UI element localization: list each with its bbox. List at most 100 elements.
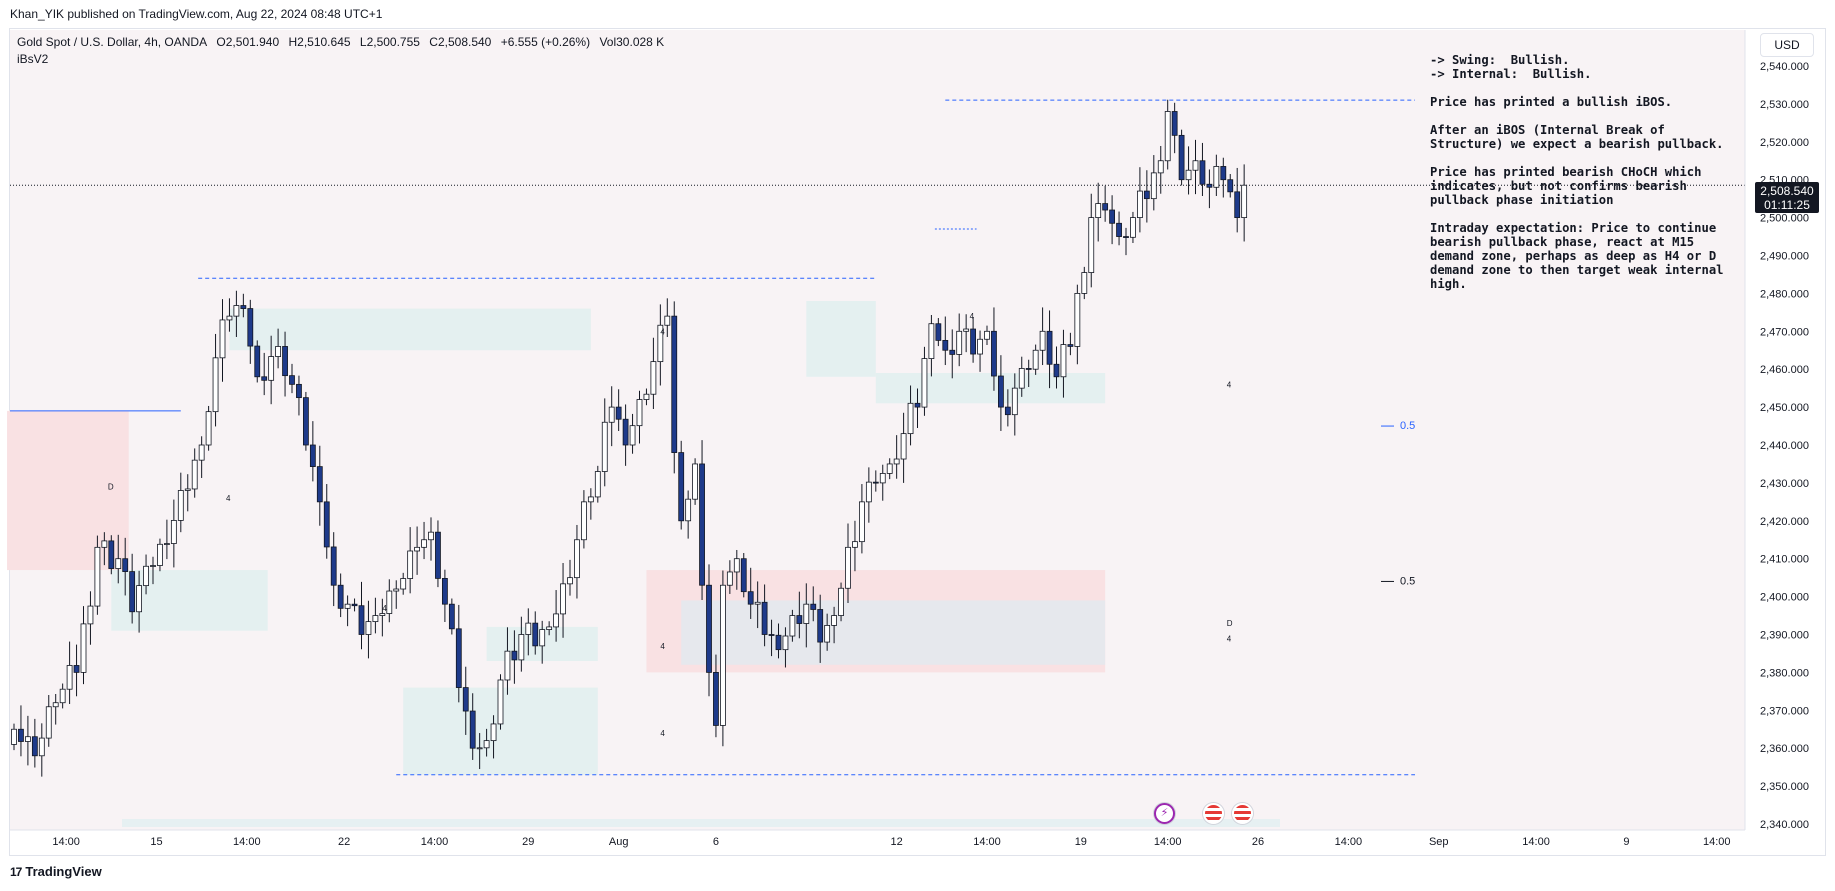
candle-body bbox=[247, 308, 254, 347]
candle-body bbox=[1164, 111, 1171, 162]
lightning-event-icon[interactable]: ⚡ bbox=[1154, 803, 1175, 824]
bullish-candle bbox=[386, 579, 393, 623]
candle-body bbox=[879, 473, 886, 484]
candle-body bbox=[31, 736, 38, 757]
bullish-candle bbox=[803, 583, 810, 648]
time-tick-label: Sep bbox=[1429, 836, 1449, 848]
bearish-candle bbox=[31, 718, 38, 768]
bullish-candle bbox=[163, 519, 170, 560]
candle-body bbox=[1095, 203, 1102, 218]
bullish-candle bbox=[921, 346, 928, 416]
bullish-candle bbox=[608, 386, 615, 447]
us-flag-event-icon[interactable] bbox=[1203, 803, 1224, 824]
currency-button[interactable]: USD bbox=[1760, 33, 1814, 57]
candle-body bbox=[1123, 236, 1129, 238]
candle-body bbox=[1199, 160, 1206, 185]
candle-body bbox=[907, 402, 914, 435]
bullish-candle bbox=[59, 683, 66, 709]
candle-body bbox=[817, 609, 824, 643]
candle-body bbox=[1053, 363, 1060, 378]
candle-body bbox=[601, 421, 608, 472]
candle-body bbox=[692, 463, 698, 500]
legend-change: +6.555 (+0.26%) bbox=[500, 35, 591, 49]
candle-body bbox=[205, 411, 212, 446]
bearish-candle bbox=[622, 404, 629, 466]
candle-body bbox=[73, 665, 80, 673]
tradingview-logo[interactable]: 17 TradingView bbox=[10, 864, 102, 879]
candle-body bbox=[671, 315, 678, 453]
bearish-candle bbox=[713, 654, 719, 738]
candle-body bbox=[157, 543, 163, 566]
bearish-candle bbox=[1206, 169, 1213, 209]
candle-body bbox=[296, 383, 302, 399]
bullish-candle bbox=[657, 304, 664, 386]
candle-body bbox=[1241, 184, 1248, 218]
candle-body bbox=[108, 540, 115, 569]
time-tick-label: 14:00 bbox=[1154, 836, 1182, 848]
bullish-candle bbox=[1192, 139, 1199, 195]
candle-body bbox=[1143, 190, 1150, 200]
bullish-candle bbox=[212, 333, 219, 427]
bearish-candle bbox=[1143, 170, 1150, 223]
candle-body bbox=[796, 615, 803, 624]
candle-body bbox=[1150, 172, 1157, 200]
bullish-candle bbox=[11, 723, 17, 751]
bearish-candle bbox=[351, 598, 358, 612]
candle-body bbox=[636, 399, 643, 427]
bearish-candle bbox=[337, 573, 344, 618]
time-tick-label: 9 bbox=[1623, 836, 1629, 848]
note-internal: -> Internal: Bullish. bbox=[1430, 67, 1592, 81]
candle-body bbox=[963, 328, 970, 332]
bearish-candle bbox=[775, 623, 782, 659]
bullish-candle bbox=[900, 412, 907, 483]
candle-body bbox=[775, 634, 782, 651]
candle-body bbox=[1039, 330, 1046, 351]
time-tick-label: 15 bbox=[150, 836, 162, 848]
bullish-candle bbox=[574, 524, 580, 599]
candle-body bbox=[594, 471, 601, 498]
candle-body bbox=[629, 425, 636, 446]
candle-body bbox=[1109, 209, 1115, 224]
candle-body bbox=[289, 375, 295, 385]
last-price-tag: 2,508.540 01:11:25 bbox=[1755, 182, 1819, 213]
price-tick-label: 2,400.000 bbox=[1760, 592, 1809, 604]
indicator-label[interactable]: iBsV2 bbox=[17, 52, 49, 66]
bearish-candle bbox=[747, 567, 754, 619]
candle-body bbox=[1032, 349, 1039, 370]
bearish-candle bbox=[122, 537, 129, 596]
price-tick-label: 2,420.000 bbox=[1760, 516, 1809, 528]
candle-body bbox=[323, 501, 330, 548]
price-tick-label: 2,350.000 bbox=[1760, 781, 1809, 793]
candle-body bbox=[560, 583, 566, 615]
candle-body bbox=[1213, 166, 1220, 188]
bullish-candle bbox=[1241, 164, 1248, 242]
time-tick-label: 29 bbox=[522, 836, 534, 848]
price-tick-label: 2,430.000 bbox=[1760, 478, 1809, 490]
candle-body bbox=[706, 584, 712, 673]
bearish-candle bbox=[1116, 211, 1122, 246]
note-expectation: Intraday expectation: Price to continue … bbox=[1430, 221, 1731, 291]
note-choch: Price has printed bearish CHoCH which in… bbox=[1430, 165, 1709, 207]
zone-label: 0.5 bbox=[1400, 420, 1415, 432]
bullish-candle bbox=[275, 328, 282, 369]
bearish-candle bbox=[699, 440, 705, 601]
candle-body bbox=[1192, 160, 1199, 171]
us-flag-event-icon[interactable] bbox=[1232, 803, 1253, 824]
bullish-candle bbox=[483, 728, 490, 757]
candle-body bbox=[372, 615, 379, 623]
bullish-candle bbox=[1150, 155, 1157, 211]
legend-low: L2,500.755 bbox=[359, 35, 420, 49]
bearish-candle bbox=[914, 388, 921, 428]
candle-body bbox=[859, 501, 865, 543]
bearish-candle bbox=[998, 355, 1004, 431]
h4-demand-zone bbox=[229, 308, 591, 351]
bullish-candle bbox=[45, 695, 52, 747]
bearish-candle bbox=[254, 340, 261, 383]
candle-body bbox=[914, 402, 921, 408]
price-tick-label: 2,500.000 bbox=[1760, 213, 1809, 225]
bearish-candle bbox=[469, 693, 476, 760]
candle-body bbox=[483, 740, 490, 749]
candle-body bbox=[511, 650, 518, 661]
legend-symbol[interactable]: Gold Spot / U.S. Dollar, 4h, OANDA bbox=[17, 35, 208, 49]
